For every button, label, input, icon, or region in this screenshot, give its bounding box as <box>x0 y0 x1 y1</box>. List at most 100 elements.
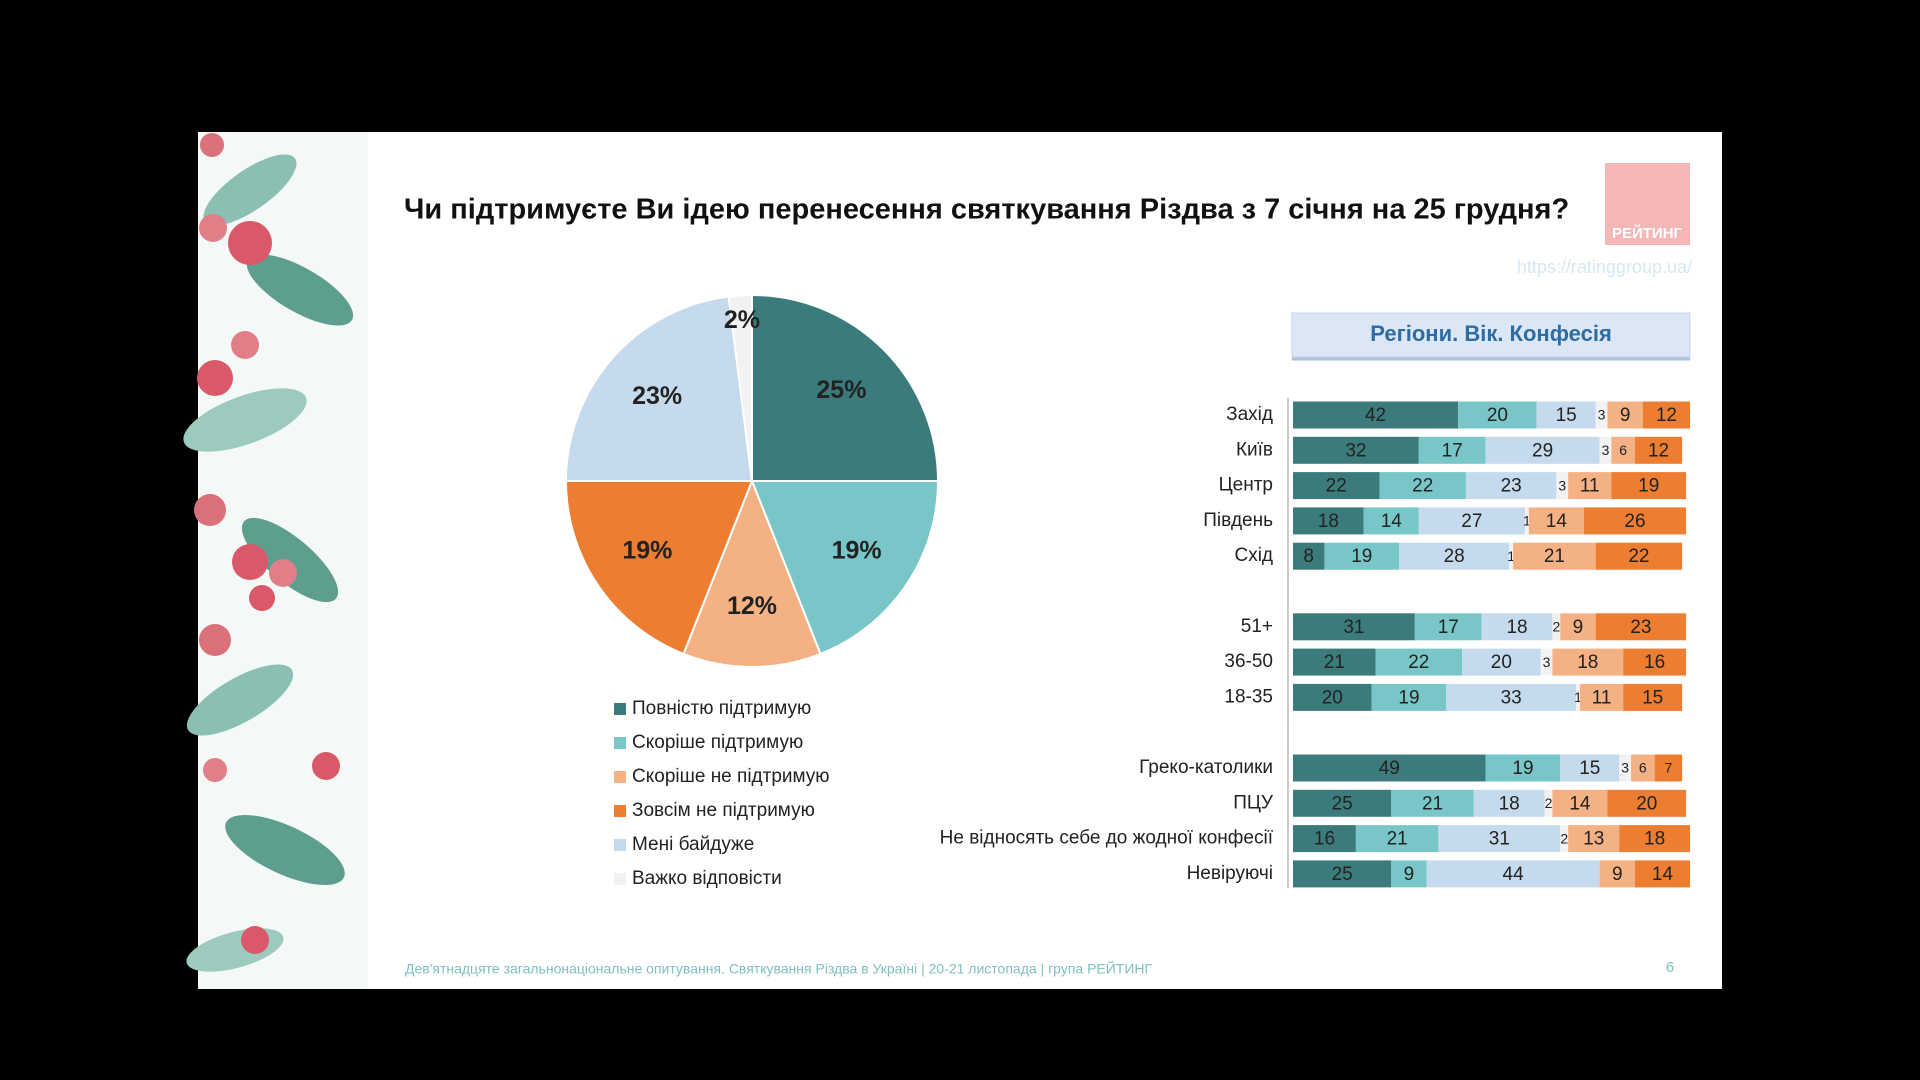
bar-value-label: 20 <box>1322 687 1343 708</box>
category-label: 36-50 <box>1224 651 1273 672</box>
bar-value-label: 21 <box>1422 793 1443 814</box>
category-label: Не відносять себе до жодної конфесії <box>940 828 1274 849</box>
bar-value-label: 8 <box>1303 546 1314 567</box>
legend-label: Зовсім не підтримую <box>632 800 815 821</box>
bar-segment <box>1293 825 1356 853</box>
chart-title: Чи підтримуєте Ви ідею перенесення святк… <box>404 194 1569 226</box>
bar-value-label: 22 <box>1412 476 1433 497</box>
category-label: Захід <box>1226 404 1273 425</box>
bar-segment <box>1293 860 1392 888</box>
bar-value-label: 19 <box>1638 476 1659 497</box>
bar-segment <box>1324 542 1400 570</box>
logo-box <box>1605 163 1690 245</box>
bar-segment <box>1293 436 1419 464</box>
bar-value-label: 18 <box>1506 617 1527 638</box>
slice-label: 19% <box>832 537 882 565</box>
bar-value-label: 1 <box>1574 689 1582 705</box>
bar-value-label: 21 <box>1544 546 1565 567</box>
bar-segment <box>1560 613 1596 641</box>
bar-segment <box>1418 507 1525 535</box>
bar-segment <box>1473 789 1545 817</box>
category-label: Південь <box>1203 510 1273 531</box>
bar-segment <box>1293 789 1392 817</box>
bar-segment <box>1568 472 1612 500</box>
bar-value-label: 31 <box>1489 829 1510 850</box>
bar-segment <box>1355 825 1439 853</box>
bar-segment <box>1481 613 1553 641</box>
bar-value-label: 26 <box>1624 511 1645 532</box>
bar-segment <box>1379 472 1466 500</box>
pie-slice <box>564 480 754 656</box>
bar-value-label: 29 <box>1532 440 1553 461</box>
bar-segment <box>1293 542 1325 570</box>
bar-segment <box>1552 613 1561 641</box>
bar-value-label: 14 <box>1546 511 1568 532</box>
bar-value-label: 1 <box>1523 513 1531 529</box>
bar-segment <box>1513 542 1596 570</box>
bar-value-label: 20 <box>1636 793 1657 814</box>
bar-segment <box>1623 648 1687 676</box>
bar-segment <box>1293 683 1372 711</box>
bar-value-label: 25 <box>1332 864 1353 885</box>
bar-segment <box>1414 613 1482 641</box>
legend-swatch <box>614 703 626 715</box>
slice-label: 23% <box>632 382 682 410</box>
bar-value-label: 15 <box>1642 687 1663 708</box>
bar-segment <box>1623 683 1683 711</box>
bar-segment <box>1293 507 1364 535</box>
legend-label: Скоріше підтримую <box>632 732 803 753</box>
legend-label: Скоріше не підтримую <box>632 766 830 787</box>
pie-slice <box>727 293 753 482</box>
bar-value-label: 13 <box>1583 829 1604 850</box>
bar-value-label: 28 <box>1444 546 1465 567</box>
bar-segment <box>1391 860 1427 888</box>
bar-segment <box>1293 648 1376 676</box>
bar-segment <box>1552 648 1624 676</box>
bar-value-label: 11 <box>1580 476 1600 497</box>
bar-value-label: 19 <box>1398 687 1419 708</box>
bar-segment <box>1654 754 1683 782</box>
category-label: Центр <box>1219 475 1273 496</box>
bar-value-label: 20 <box>1491 652 1512 673</box>
bar-value-label: 14 <box>1652 864 1674 885</box>
bar-segment <box>1631 754 1655 782</box>
category-label: Київ <box>1236 439 1273 460</box>
bar-value-label: 18 <box>1644 829 1665 850</box>
legend-swatch <box>614 771 626 783</box>
bar-segment <box>1528 507 1584 535</box>
bar-value-label: 9 <box>1573 617 1584 638</box>
category-label: 51+ <box>1241 616 1273 637</box>
bar-value-label: 23 <box>1630 617 1651 638</box>
bar-segment <box>1485 436 1600 464</box>
bar-value-label: 20 <box>1487 405 1508 426</box>
bar-segment <box>1536 401 1596 429</box>
bar-value-label: 18 <box>1577 652 1598 673</box>
bar-segment <box>1293 472 1380 500</box>
bar-value-label: 18 <box>1318 511 1339 532</box>
category-label: Невіруючі <box>1187 863 1273 884</box>
bar-segment <box>1634 436 1683 464</box>
bar-value-label: 21 <box>1387 829 1408 850</box>
bar-value-label: 6 <box>1639 760 1647 776</box>
category-label: Схід <box>1234 545 1273 566</box>
legend-label: Важко відповісти <box>632 868 782 889</box>
legend-swatch <box>614 873 626 885</box>
chart-subtitle: Регіони. Вік. Конфесія <box>1370 321 1612 346</box>
slice-label: 25% <box>816 376 866 404</box>
bar-value-label: 2 <box>1552 619 1560 635</box>
bar-segment <box>1568 825 1620 853</box>
bar-segment <box>1438 825 1561 853</box>
legend-swatch <box>614 839 626 851</box>
bar-value-label: 44 <box>1503 864 1525 885</box>
legend-swatch <box>614 737 626 749</box>
bar-segment <box>1293 754 1486 782</box>
bar-segment <box>1611 436 1635 464</box>
bar-value-label: 19 <box>1351 546 1372 567</box>
legend-swatch <box>614 805 626 817</box>
bar-value-label: 3 <box>1558 477 1566 493</box>
bar-segment <box>1293 613 1415 641</box>
bar-segment <box>1607 789 1687 817</box>
bar-value-label: 3 <box>1598 407 1606 423</box>
